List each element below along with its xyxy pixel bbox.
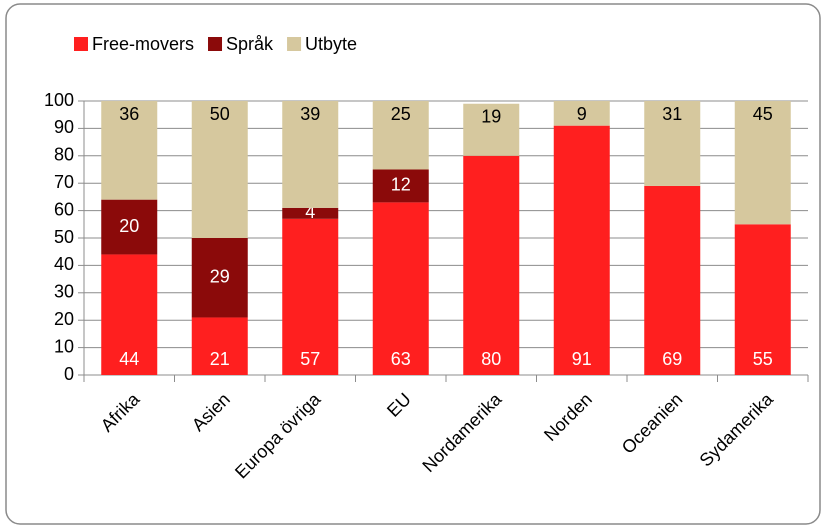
data-label: 20 <box>119 216 139 236</box>
data-label: 55 <box>753 349 773 369</box>
data-label: 57 <box>300 349 320 369</box>
legend-swatch <box>74 37 88 51</box>
bar-segment <box>282 101 339 208</box>
y-tick-label: 10 <box>54 336 74 356</box>
bar-segment <box>191 238 248 318</box>
bar-segment <box>282 218 339 375</box>
data-label: 45 <box>753 104 773 124</box>
y-tick-label: 50 <box>54 227 74 247</box>
data-label: 4 <box>305 202 315 222</box>
bar-segment <box>101 101 158 200</box>
data-label: 36 <box>119 104 139 124</box>
y-tick-label: 30 <box>54 282 74 302</box>
y-tick-label: 90 <box>54 117 74 137</box>
bar-segment <box>644 185 701 375</box>
bar-segment <box>282 207 339 219</box>
data-label: 80 <box>481 349 501 369</box>
data-label: 39 <box>300 104 320 124</box>
bar-segment <box>372 101 429 170</box>
legend-label: Utbyte <box>305 34 357 54</box>
data-label: 29 <box>210 266 230 286</box>
y-tick-label: 100 <box>44 90 74 110</box>
bar-segment <box>734 101 791 225</box>
data-label: 12 <box>391 175 411 195</box>
bar-segment <box>463 103 520 156</box>
legend-label: Språk <box>226 34 274 54</box>
y-tick-label: 20 <box>54 309 74 329</box>
data-label: 21 <box>210 349 230 369</box>
data-label: 25 <box>391 104 411 124</box>
data-label: 9 <box>577 104 587 124</box>
y-tick-label: 70 <box>54 172 74 192</box>
bar-segment <box>101 199 158 255</box>
bar-segment <box>553 101 610 126</box>
data-label: 91 <box>572 349 592 369</box>
bar-segment <box>191 317 248 375</box>
data-label: 50 <box>210 104 230 124</box>
data-label: 31 <box>662 104 682 124</box>
bar-segment <box>734 224 791 375</box>
legend-label: Free-movers <box>92 34 194 54</box>
y-tick-label: 60 <box>54 199 74 219</box>
data-label: 69 <box>662 349 682 369</box>
legend-swatch <box>287 37 302 51</box>
bar-segment <box>101 254 158 375</box>
bar-segment <box>372 169 429 203</box>
bar-segment <box>191 101 248 238</box>
data-label: 44 <box>119 349 139 369</box>
data-label: 63 <box>391 349 411 369</box>
data-label: 19 <box>481 106 501 126</box>
y-tick-label: 80 <box>54 145 74 165</box>
bar-segment <box>372 202 429 375</box>
bar-segment <box>553 125 610 375</box>
y-tick-label: 40 <box>54 254 74 274</box>
legend-swatch <box>208 37 223 51</box>
y-tick-label: 0 <box>64 364 74 384</box>
bar-segment <box>463 155 520 375</box>
bar-segment <box>644 101 701 186</box>
